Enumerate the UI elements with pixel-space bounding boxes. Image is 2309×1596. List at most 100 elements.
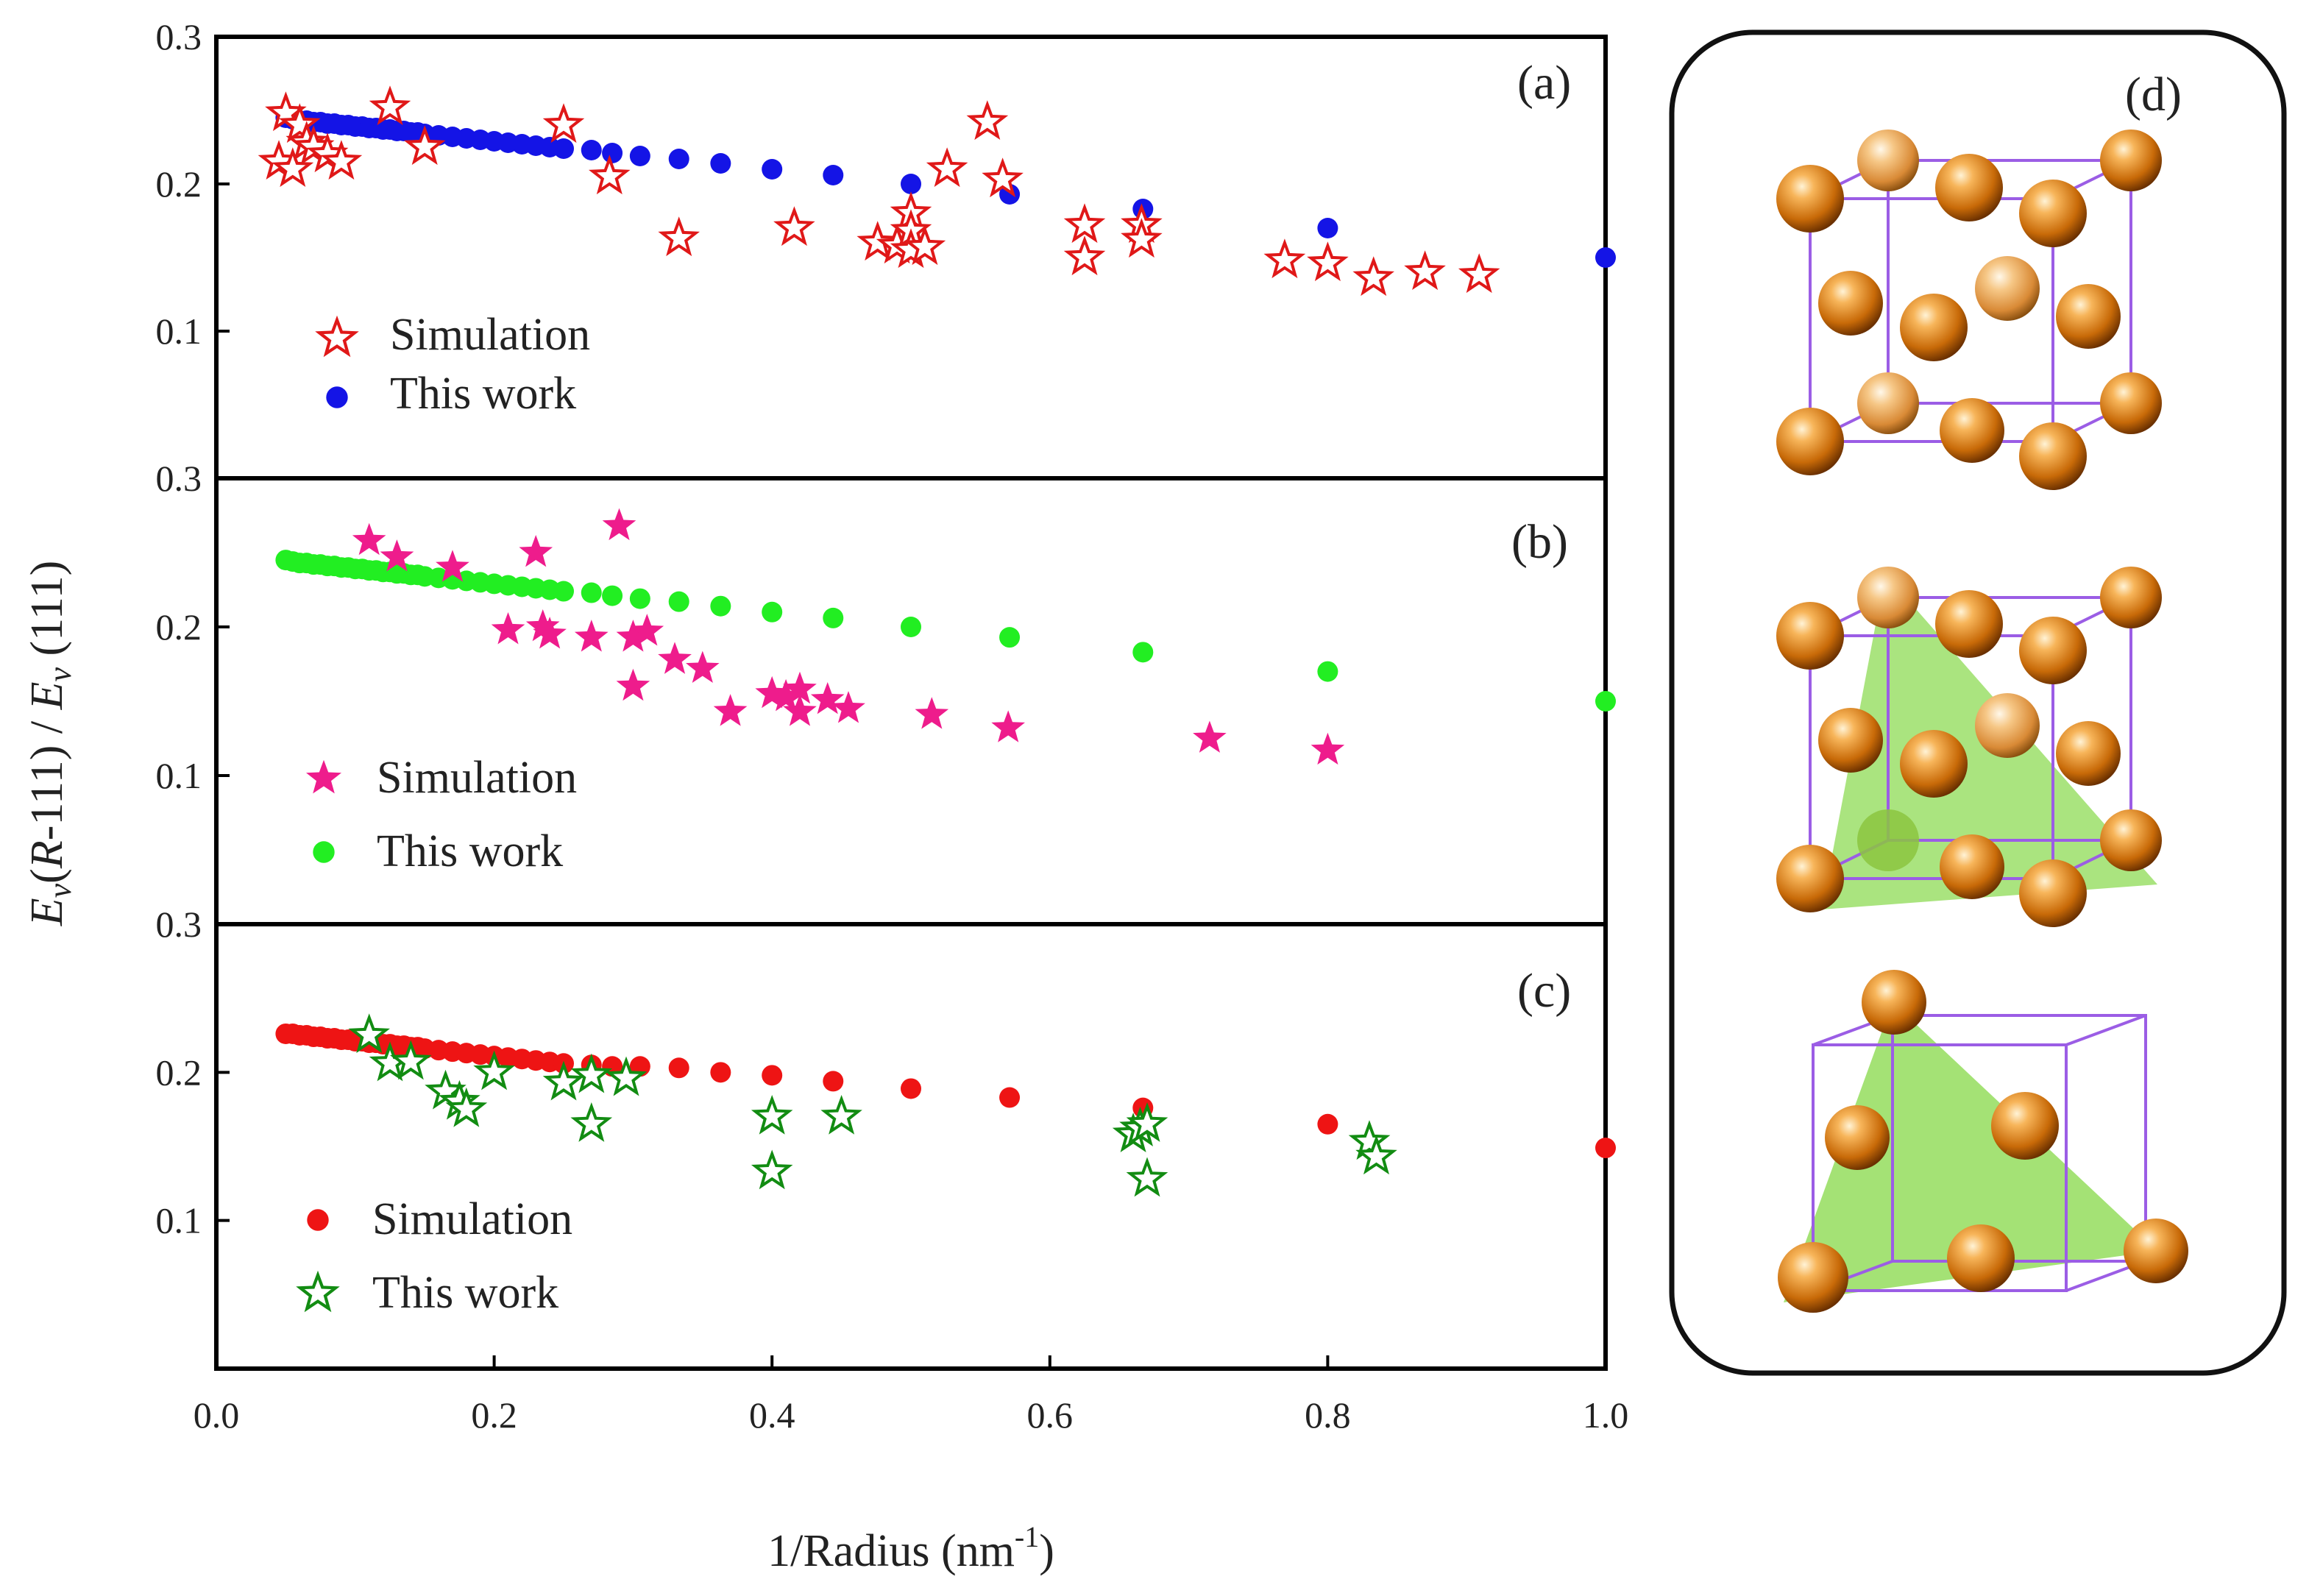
panel-c-y-ticks: 0.1 0.2 0.3 xyxy=(156,904,230,1241)
data-point-this-work xyxy=(668,591,689,612)
data-point-this-work xyxy=(710,153,731,174)
panel-c-label: (c) xyxy=(1517,964,1571,1018)
data-point-this-work xyxy=(605,1056,648,1096)
data-point-this-work xyxy=(668,149,689,169)
legend-symbol xyxy=(326,386,348,408)
y-tick-label: 0.3 xyxy=(156,458,202,499)
x-tick-label: 0.2 xyxy=(471,1394,517,1436)
data-point-simulation xyxy=(380,539,414,572)
data-point-simulation xyxy=(810,682,845,714)
data-point-simulation xyxy=(320,140,363,180)
panel-b-legend: Simulation This work xyxy=(306,753,577,876)
panel-c-marks xyxy=(275,1013,1616,1197)
data-point-this-work xyxy=(581,582,602,603)
data-point-this-work xyxy=(1317,218,1338,238)
data-point-simulation xyxy=(525,609,560,642)
data-point-this-work xyxy=(348,1013,390,1054)
data-point-simulation xyxy=(602,508,636,541)
fcc-cell-111-plane xyxy=(1776,567,2162,927)
data-point-simulation xyxy=(1193,720,1227,753)
data-point-this-work xyxy=(390,1040,432,1080)
data-point-simulation xyxy=(272,147,314,188)
data-point-simulation xyxy=(1317,1113,1338,1135)
legend-label-this-work: This work xyxy=(372,1268,558,1318)
legend-label-simulation: Simulation xyxy=(377,753,577,803)
y-tick-label: 0.2 xyxy=(156,606,202,648)
data-point-simulation xyxy=(403,125,446,166)
data-point-simulation xyxy=(1458,253,1500,294)
data-point-simulation xyxy=(658,642,692,674)
data-point-simulation xyxy=(769,678,803,712)
data-point-simulation xyxy=(686,650,720,683)
data-point-simulation xyxy=(926,147,968,188)
legend-label-this-work: This work xyxy=(390,369,576,419)
data-point-this-work xyxy=(629,146,650,166)
data-point-this-work xyxy=(1595,691,1616,712)
data-point-this-work xyxy=(542,1060,585,1101)
cell-1-atoms xyxy=(1776,130,2162,490)
legend-symbol xyxy=(296,1270,340,1313)
legend-label-this-work: This work xyxy=(377,826,563,876)
panel-a-legend: Simulation This work xyxy=(315,310,590,419)
panel-c-legend: Simulation This work xyxy=(296,1194,572,1318)
panel-a-marks xyxy=(258,85,1616,297)
data-point-simulation xyxy=(713,694,748,726)
data-point-this-work xyxy=(1355,1135,1397,1175)
legend-marker-this-work xyxy=(313,841,335,863)
data-point-simulation xyxy=(352,522,386,556)
data-point-simulation xyxy=(1310,732,1345,765)
panel-b: 0.1 0.2 0.3 (b) Simulation This work xyxy=(156,458,1616,926)
data-point-this-work xyxy=(1595,247,1616,268)
legend-marker-simulation xyxy=(315,315,359,358)
y-tick-label: 0.3 xyxy=(156,904,202,945)
y-tick-label: 0.1 xyxy=(156,755,202,796)
panel-c: 0.1 0.2 0.3 0.0 0.2 0.4 0.6 0.8 1.0 (c) Simulat… xyxy=(156,904,1629,1436)
x-tick-label: 0.6 xyxy=(1027,1394,1074,1436)
data-point-simulation xyxy=(668,1057,689,1079)
data-point-simulation xyxy=(574,620,609,652)
y-tick-label: 0.1 xyxy=(156,311,202,352)
data-point-this-work xyxy=(823,607,844,628)
data-point-simulation xyxy=(1404,250,1446,291)
data-point-simulation xyxy=(1063,235,1106,276)
fcc-cell-plane-atoms xyxy=(1778,970,2188,1313)
legend-symbol xyxy=(315,315,359,358)
data-point-this-work xyxy=(553,581,574,602)
data-point-this-work xyxy=(1132,642,1154,663)
data-point-simulation xyxy=(991,710,1025,742)
data-point-this-work xyxy=(570,1053,613,1093)
panel-a-label: (a) xyxy=(1517,56,1571,110)
x-tick-label: 0.4 xyxy=(749,1394,795,1436)
data-point-simulation xyxy=(1595,1138,1616,1159)
data-point-this-work xyxy=(1126,1157,1168,1197)
data-point-simulation xyxy=(966,100,1009,141)
data-point-simulation xyxy=(616,620,650,652)
data-point-this-work xyxy=(473,1050,515,1090)
data-point-simulation xyxy=(856,221,898,261)
legend-marker-this-work xyxy=(326,386,348,408)
x-tick-label: 0.0 xyxy=(194,1394,240,1436)
panel-a-y-ticks: 0.1 0.2 0.3 xyxy=(156,16,230,352)
data-point-this-work xyxy=(1348,1120,1391,1160)
data-point-simulation xyxy=(279,103,321,143)
panel-d: (d) xyxy=(1669,29,2287,1376)
data-point-simulation xyxy=(783,671,817,704)
data-point-simulation xyxy=(630,614,664,646)
legend-marker-simulation xyxy=(307,1209,329,1231)
x-axis-ticks: 0.0 0.2 0.4 0.6 0.8 1.0 xyxy=(194,1355,1628,1436)
y-tick-label: 0.2 xyxy=(156,1051,202,1093)
panel-a: 0.1 0.2 0.3 (a) Simulation This work xyxy=(156,16,1616,480)
data-point-this-work xyxy=(710,595,731,617)
data-point-simulation xyxy=(762,1065,783,1086)
x-axis-title: 1/Radius (nm-1) xyxy=(767,1520,1054,1576)
data-point-simulation xyxy=(999,1087,1021,1108)
panel-b-marks xyxy=(275,508,1616,765)
data-point-simulation xyxy=(491,612,525,645)
data-point-this-work xyxy=(751,1149,793,1190)
data-point-this-work xyxy=(999,627,1021,648)
legend-label-simulation: Simulation xyxy=(372,1194,572,1244)
data-point-simulation xyxy=(589,155,631,195)
x-tick-label: 0.8 xyxy=(1305,1394,1351,1436)
data-point-this-work xyxy=(762,159,783,180)
